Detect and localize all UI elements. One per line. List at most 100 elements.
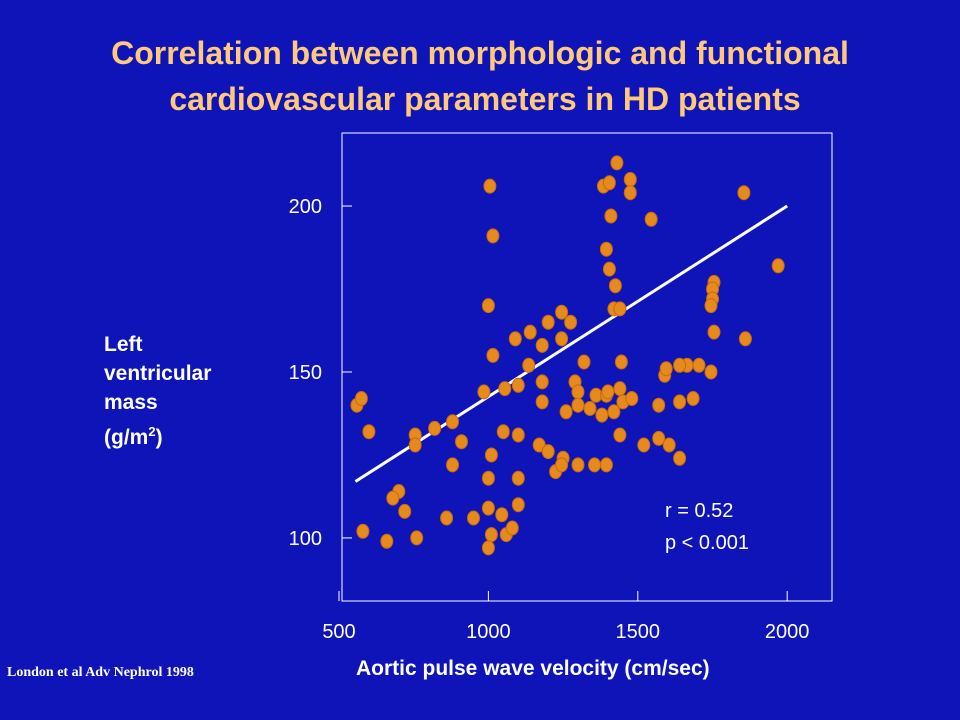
- data-point: [440, 510, 454, 526]
- data-point: [535, 374, 549, 390]
- data-point: [508, 331, 522, 347]
- data-point: [686, 391, 700, 406]
- data-point: [535, 394, 549, 410]
- data-point: [495, 507, 509, 523]
- data-point: [511, 377, 525, 393]
- data-point: [602, 175, 616, 191]
- data-point: [481, 470, 495, 486]
- data-point: [564, 314, 578, 330]
- data-point: [481, 298, 495, 314]
- data-point: [738, 331, 752, 347]
- data-point: [505, 520, 519, 536]
- data-point: [595, 407, 609, 423]
- y-axis-label-line-4: (g/m2): [104, 417, 211, 452]
- data-point: [625, 391, 639, 406]
- data-point: [604, 208, 618, 224]
- data-point: [362, 424, 376, 440]
- data-point: [535, 337, 549, 353]
- data-point: [496, 424, 510, 440]
- data-point: [555, 304, 569, 320]
- data-point: [484, 527, 498, 543]
- y-axis-label-close: ): [155, 426, 163, 449]
- data-point: [541, 444, 555, 460]
- data-point: [577, 354, 591, 370]
- data-point: [571, 397, 585, 413]
- regression-line: [354, 204, 788, 483]
- data-point: [455, 434, 468, 450]
- y-tick-label: 200: [289, 196, 322, 218]
- data-point: [410, 530, 424, 546]
- data-point: [692, 357, 706, 373]
- data-point: [588, 457, 601, 473]
- data-point: [571, 457, 585, 473]
- p-value: p < 0.001: [665, 532, 749, 554]
- y-axis-label-unit: (g/m: [104, 426, 149, 449]
- data-point: [637, 437, 651, 453]
- data-point: [707, 324, 721, 340]
- data-point: [356, 523, 370, 539]
- plot-frame: [341, 132, 833, 602]
- data-point: [607, 404, 621, 420]
- y-axis-label-line-1: Left: [104, 333, 143, 356]
- data-point: [428, 420, 442, 436]
- x-tick-label: 500: [322, 621, 355, 643]
- citation: London et al Adv Nephrol 1998: [7, 665, 194, 680]
- data-point: [704, 298, 718, 314]
- data-point: [523, 324, 537, 340]
- data-point: [662, 437, 676, 453]
- chart-title: Correlation between morphologic and func…: [0, 30, 960, 122]
- data-point: [483, 178, 497, 194]
- y-axis-label: Left ventricular mass (g/m2): [104, 330, 211, 452]
- y-tick-label: 150: [289, 362, 322, 384]
- x-tick-label: 2000: [765, 621, 810, 643]
- data-point: [673, 394, 687, 410]
- data-point: [481, 500, 495, 516]
- data-point: [511, 497, 525, 513]
- data-point: [652, 430, 666, 446]
- data-point: [623, 172, 637, 187]
- x-tick-label: 1500: [616, 621, 661, 643]
- data-point: [398, 503, 412, 519]
- data-point: [522, 357, 536, 373]
- data-point: [486, 228, 500, 244]
- data-point: [380, 533, 394, 549]
- axis-ticks: 500 1000 1500 2000 100 150 200: [289, 196, 810, 643]
- data-point: [446, 414, 459, 430]
- data-point: [583, 401, 597, 416]
- data-points: [350, 155, 785, 556]
- data-point: [652, 397, 666, 413]
- data-point: [613, 301, 627, 317]
- title-line-2: cardiovascular parameters in HD patients: [169, 81, 801, 117]
- data-point: [541, 314, 555, 330]
- x-tick-label: 1000: [466, 621, 511, 643]
- data-point: [673, 450, 687, 466]
- data-point: [623, 185, 637, 201]
- correlation-r: r = 0.52: [665, 500, 733, 522]
- data-point: [608, 278, 622, 294]
- data-point: [599, 241, 613, 257]
- data-point: [613, 381, 627, 397]
- data-point: [498, 381, 512, 397]
- y-axis-label-line-3: mass: [104, 391, 158, 414]
- data-point: [559, 404, 573, 420]
- y-axis-label-exponent: 2: [148, 424, 156, 439]
- data-point: [511, 427, 525, 443]
- data-point: [571, 384, 585, 400]
- data-point: [386, 490, 400, 506]
- data-point: [555, 331, 569, 347]
- data-point: [599, 457, 613, 473]
- data-point: [610, 155, 624, 171]
- x-axis-label: Aortic pulse wave velocity (cm/sec): [356, 657, 710, 680]
- data-point: [446, 457, 459, 473]
- data-point: [614, 354, 628, 370]
- data-point: [673, 357, 687, 373]
- data-point: [408, 437, 422, 453]
- data-point: [644, 211, 658, 227]
- data-point: [354, 391, 368, 406]
- data-point: [771, 258, 785, 274]
- data-point: [555, 457, 569, 473]
- data-point: [481, 540, 495, 556]
- data-point: [467, 510, 480, 526]
- data-point: [613, 427, 627, 443]
